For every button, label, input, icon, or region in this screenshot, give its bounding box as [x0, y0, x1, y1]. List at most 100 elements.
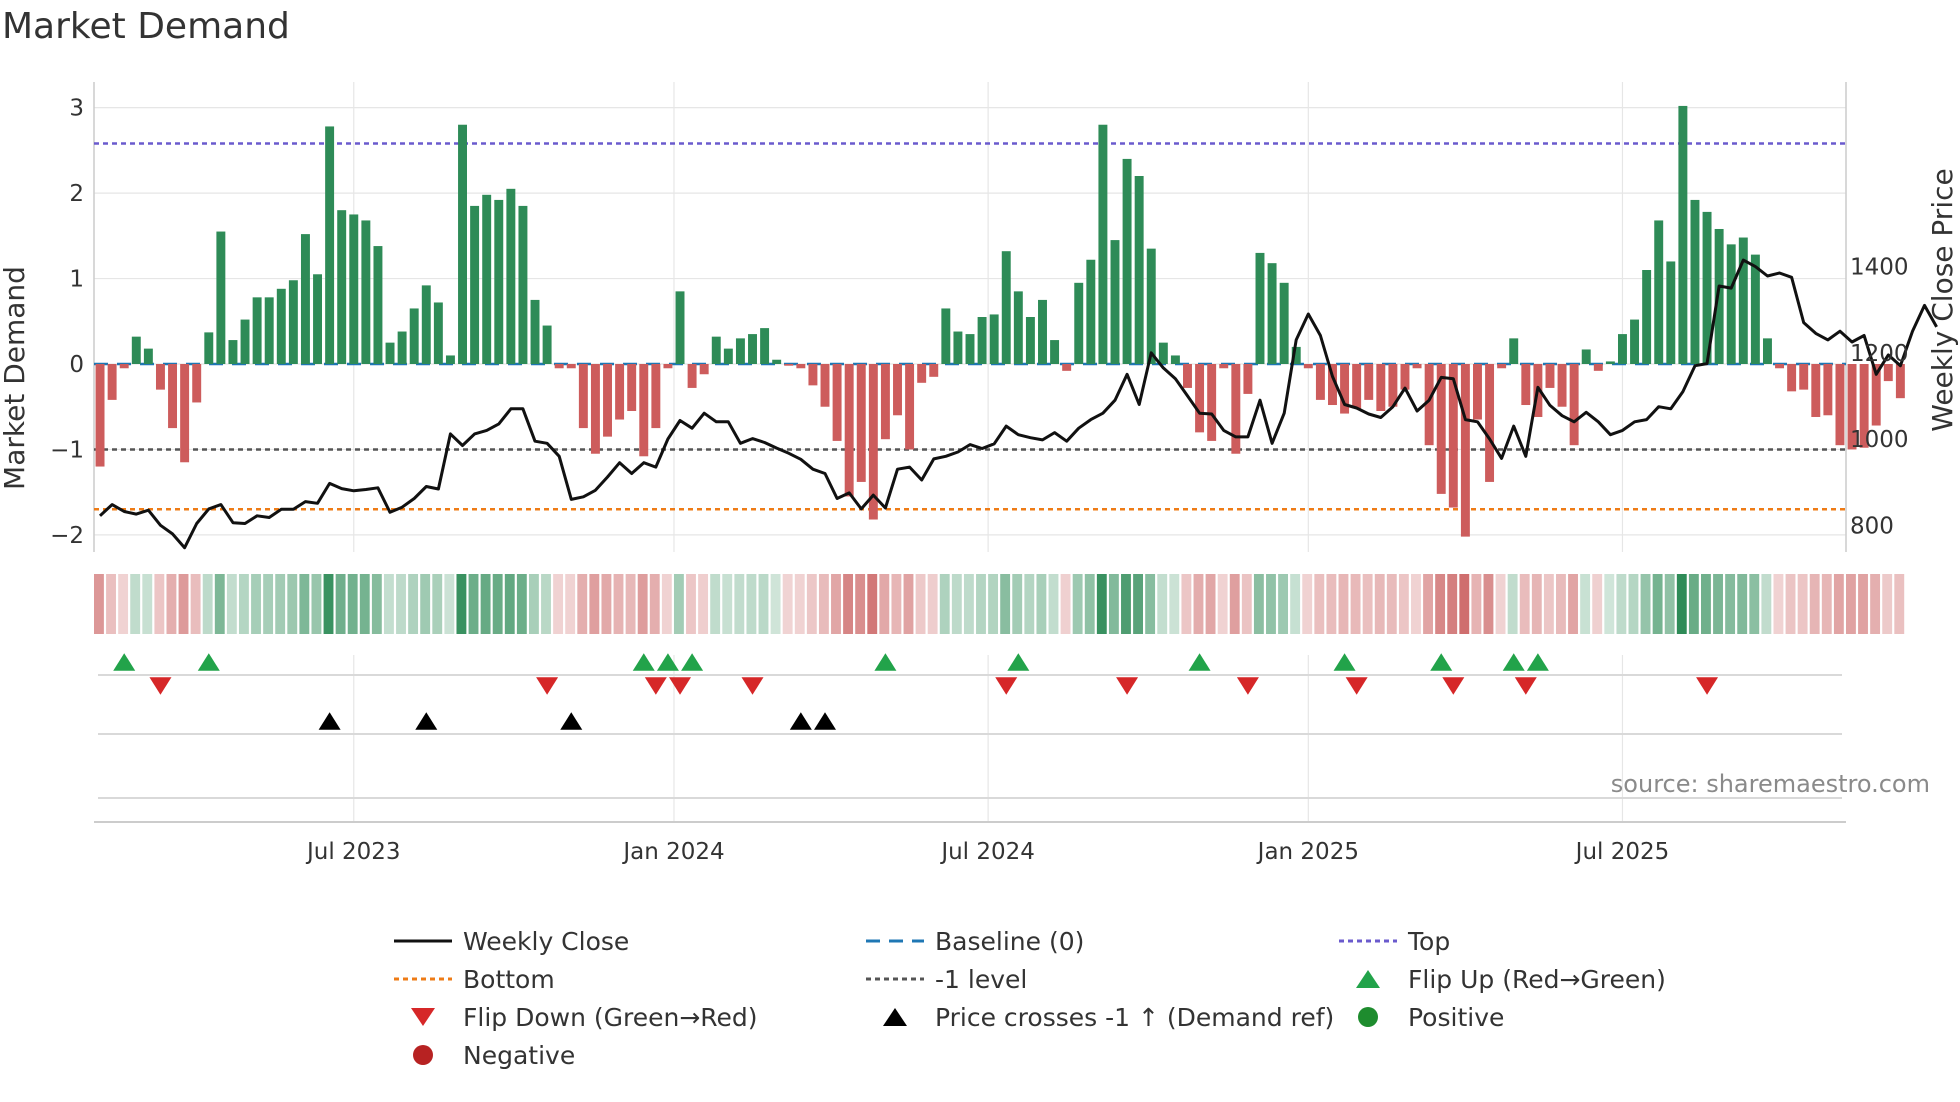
demand-bar — [1098, 124, 1108, 365]
demand-bar — [530, 299, 540, 364]
demand-bar — [1013, 291, 1023, 364]
strip-cell — [1326, 574, 1337, 634]
left-tick-label: 3 — [69, 96, 84, 122]
strip-cell — [106, 574, 116, 634]
demand-bar — [687, 364, 697, 388]
demand-bar — [252, 297, 262, 364]
strip-cell — [1846, 574, 1856, 634]
price-cross-marker — [318, 712, 341, 730]
strip-cell — [130, 574, 141, 634]
legend-item: Negative — [413, 1041, 575, 1070]
strip-cell — [396, 574, 406, 634]
demand-bar — [361, 220, 371, 364]
demand-bar — [711, 336, 721, 364]
demand-bar — [1170, 355, 1180, 364]
price-cross-marker — [560, 712, 583, 730]
weekly-close-line — [98, 258, 1938, 550]
strip-cell — [263, 574, 274, 634]
demand-bar — [566, 364, 576, 369]
demand-bar — [1291, 346, 1301, 364]
demand-bar — [663, 364, 673, 369]
demand-bar — [1581, 349, 1591, 364]
strip-cell — [202, 574, 213, 634]
demand-bar — [1545, 364, 1555, 388]
demand-bar — [627, 364, 637, 411]
strip-cell — [1543, 574, 1554, 634]
demand-bar — [1569, 364, 1579, 446]
strip-cell — [1809, 574, 1820, 634]
legend-item: Weekly Close — [394, 927, 629, 956]
legend-item: Top — [1339, 927, 1450, 956]
demand-bar — [1460, 364, 1470, 537]
demand-bar — [1207, 364, 1217, 441]
flip-up-marker — [1007, 653, 1030, 671]
source-note: source: sharemaestro.com — [1611, 770, 1930, 798]
strip-cell — [456, 574, 467, 634]
legend-label: Flip Up (Red→Green) — [1408, 965, 1666, 994]
strip-cell — [1749, 574, 1760, 634]
strip-cell — [915, 574, 926, 634]
strip-cell — [963, 574, 974, 634]
demand-bar — [119, 364, 129, 369]
strip-cell — [855, 574, 866, 634]
demand-bar — [590, 364, 600, 454]
strip-cell — [661, 574, 672, 634]
flip-down-marker — [1696, 677, 1719, 695]
legend-label: Positive — [1408, 1003, 1504, 1032]
demand-bar — [1255, 252, 1265, 364]
strip-cell — [1398, 574, 1409, 634]
demand-bar — [506, 188, 516, 364]
strip-cell — [1121, 574, 1131, 634]
demand-bar — [1690, 199, 1700, 364]
strip-cell — [1882, 574, 1893, 634]
demand-bar — [941, 308, 951, 364]
x-tick-label: Jul 2023 — [305, 839, 401, 865]
strip-cell — [867, 574, 878, 634]
flip-down-marker — [995, 677, 1018, 695]
demand-bar — [1835, 364, 1845, 446]
demand-bar — [820, 364, 830, 407]
strip-cell — [1012, 574, 1023, 634]
strip-cell — [758, 574, 769, 634]
strip-cell — [794, 574, 805, 634]
strip-cell — [1652, 574, 1663, 634]
strip-cell — [1181, 574, 1192, 634]
chart-title: Market Demand — [2, 6, 290, 47]
strip-cell — [939, 574, 950, 634]
flip-down-marker — [1236, 677, 1259, 695]
demand-bar — [216, 231, 226, 364]
strip-cell — [287, 574, 298, 634]
strip-cell — [1036, 574, 1047, 634]
strip-cell — [94, 574, 104, 634]
demand-bar — [397, 331, 407, 364]
strip-cell — [976, 574, 986, 634]
legend-swatch — [883, 1008, 907, 1026]
strip-cell — [1737, 574, 1748, 634]
strip-cell — [553, 574, 564, 634]
demand-bar — [1509, 338, 1519, 364]
demand-bar — [1473, 364, 1482, 420]
demand-bar — [603, 364, 612, 437]
demand-bar — [953, 331, 963, 364]
flip-up-marker — [681, 653, 704, 671]
strip-cell — [408, 574, 419, 634]
demand-bar — [723, 348, 733, 364]
strip-cell — [879, 574, 890, 634]
legend-label: Price crosses -1 ↑ (Demand ref) — [935, 1003, 1334, 1032]
strip-cell — [1592, 574, 1603, 634]
strip-cell — [1640, 574, 1651, 634]
demand-bar — [1243, 364, 1253, 394]
demand-bar — [1883, 364, 1893, 382]
strip-cell — [1157, 574, 1168, 634]
demand-bar — [1110, 240, 1120, 364]
flip-up-marker — [197, 653, 220, 671]
demand-bar — [699, 364, 709, 375]
strip-cell — [782, 574, 793, 634]
demand-bar — [772, 359, 782, 364]
legend-swatch — [1358, 1007, 1378, 1027]
right-tick-label: 1400 — [1850, 255, 1909, 281]
strip-cell — [1761, 574, 1772, 634]
demand-bar — [1726, 244, 1736, 364]
demand-bars — [95, 105, 1905, 537]
demand-bar — [1315, 364, 1325, 400]
